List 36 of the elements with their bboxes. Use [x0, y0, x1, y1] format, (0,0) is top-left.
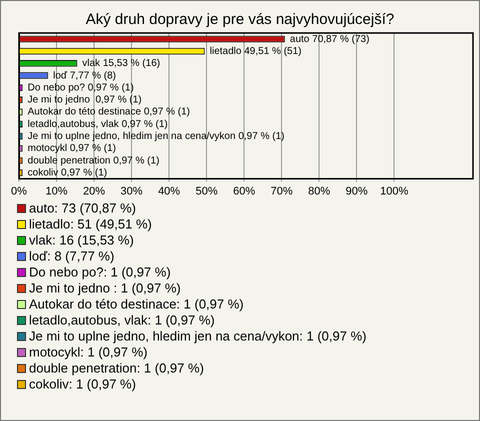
data-label: cokoliv 0,97 % (1) [28, 167, 108, 178]
x-tick-label: 90% [346, 185, 368, 198]
data-label: letadlo,autobus, vlak 0,97 % (1) [28, 118, 168, 130]
data-label: lietadlo 49,51 % (51) [210, 46, 302, 57]
data-label: loď 7,77 % (8) [53, 70, 116, 82]
chart-title: Aký druh dopravy je pre vás najvyhovujúcejší? [84, 11, 396, 28]
data-label: Do nebo po? 0,97 % (1) [28, 82, 134, 94]
x-tick-label: 40% [158, 185, 180, 198]
data-label: vlak 15,53 % (16) [82, 58, 160, 70]
data-label: Autokar do této destinace 0,97 % (1) [28, 106, 190, 118]
x-tick-label: 10% [46, 185, 68, 198]
legend-label: loď: 8 (7,77 %) [29, 248, 114, 264]
data-label: Je mi to jedno 0,97 % (1) [28, 94, 142, 106]
legend-label: letadlo,autobus, vlak: 1 (0,97 %) [29, 312, 215, 328]
data-label: auto 70,87 % (73) [290, 34, 370, 45]
x-tick-label: 80% [308, 185, 330, 198]
x-tick-label: 30% [120, 185, 143, 198]
x-tick-label: 100% [380, 185, 408, 198]
legend-label: lietadlo: 51 (49,51 %) [29, 216, 152, 232]
legend-label: Je mi to jedno : 1 (0,97 %) [29, 280, 181, 296]
data-label: Je mi to uplne jedno, hledim jen na cena/vykon 0,97 % (1) [28, 131, 284, 142]
data-label: motocykl 0,97 % (1) [28, 143, 116, 154]
legend-label: Do nebo po?: 1 (0,97 %) [29, 264, 171, 280]
x-tick-label: 60% [233, 185, 256, 198]
legend-label: Je mi to uplne jedno, hledim jen na cena/vykon: 1 (0,97 %) [29, 328, 366, 344]
legend-label: motocykl: 1 (0,97 %) [29, 344, 148, 360]
x-tick-label: 50% [196, 185, 218, 198]
legend-label: double penetration: 1 (0,97 %) [29, 360, 204, 376]
data-label: double penetration 0,97 % (1) [28, 155, 160, 166]
legend-label: auto: 73 (70,87 %) [29, 200, 136, 216]
legend-label: vlak: 16 (15,53 %) [29, 232, 134, 248]
legend-label: cokoliv: 1 (0,97 %) [29, 376, 136, 392]
x-tick-label: 0% [11, 185, 28, 198]
x-tick-label: 70% [270, 185, 293, 198]
x-tick-label: 20% [83, 185, 106, 198]
legend-label: Autokar do této destinace: 1 (0,97 %) [29, 296, 244, 312]
